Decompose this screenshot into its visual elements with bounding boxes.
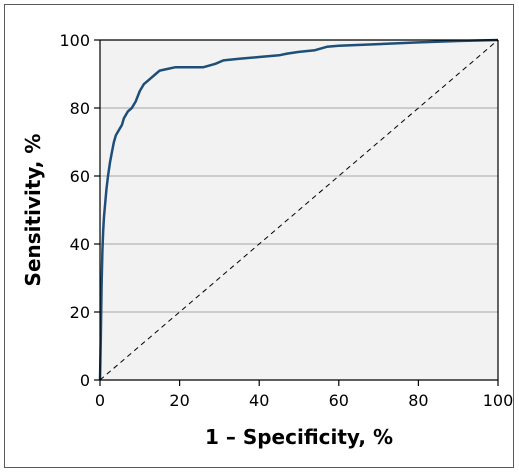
x-axis-title: 1 – Specificity, %: [205, 425, 393, 449]
series-lines: [98, 38, 499, 381]
x-tick-label: 80: [408, 391, 428, 410]
y-tick-label: 40: [70, 235, 90, 254]
x-tick-label: 0: [95, 391, 105, 410]
y-tick-label: 80: [70, 99, 90, 118]
x-tick-label: 40: [249, 391, 269, 410]
y-tick-label: 100: [59, 31, 90, 50]
x-tick-label: 20: [169, 391, 189, 410]
axes: [99, 39, 499, 381]
roc-curve: [98, 38, 499, 381]
y-axis-ticks: 0 20 40 60 80 100: [59, 31, 100, 390]
y-tick-label: 20: [70, 303, 90, 322]
x-tick-label: 60: [329, 391, 349, 410]
x-axis-ticks: 0 20 40 60 80 100: [95, 380, 513, 410]
reference-diagonal-line: [99, 39, 499, 381]
y-tick-label: 60: [70, 167, 90, 186]
gridlines: [100, 107, 498, 313]
y-axis-title: Sensitivity, %: [21, 134, 45, 287]
x-tick-label: 100: [483, 391, 514, 410]
y-tick-label: 0: [80, 371, 90, 390]
